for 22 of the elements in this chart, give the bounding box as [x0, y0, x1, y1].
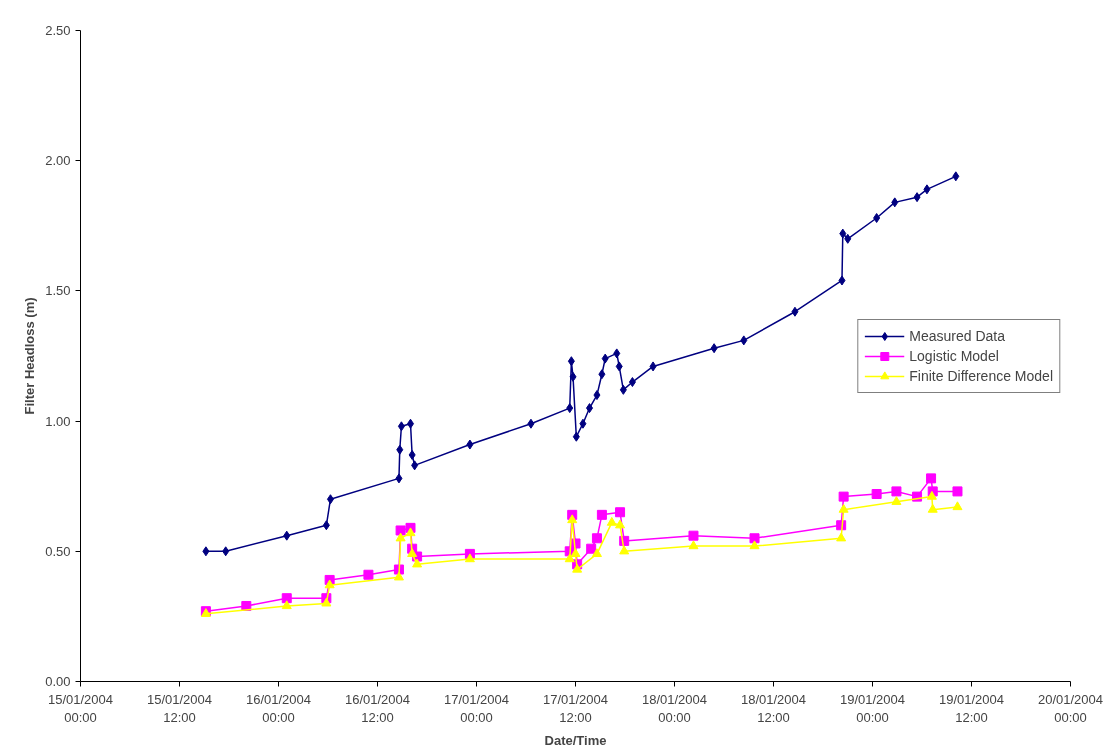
x-tick-label: 17/01/2004 00:00	[443, 691, 510, 725]
x-tick-label: 19/01/2004 12:00	[938, 691, 1005, 725]
x-tick-label: 19/01/2004 00:00	[839, 691, 906, 725]
x-axis-title: Date/Time	[544, 732, 607, 748]
x-tick-label: 16/01/2004 00:00	[245, 691, 312, 725]
legend-label: Measured Data	[909, 327, 1006, 344]
legend-label: Finite Difference Model	[909, 367, 1053, 384]
y-tick-label: 1.50	[45, 283, 71, 299]
x-tick-label: 17/01/2004 12:00	[542, 691, 609, 725]
y-tick-label: 2.00	[45, 153, 71, 169]
x-tick-label: 15/01/2004 00:00	[47, 691, 114, 725]
y-tick-label: 2.50	[45, 23, 71, 38]
legend-label: Logistic Model	[909, 347, 999, 364]
x-tick-label: 18/01/2004 12:00	[740, 691, 807, 725]
y-tick-label: 0.00	[45, 674, 71, 689]
x-tick-label: 15/01/2004 12:00	[146, 691, 213, 725]
x-tick-label: 16/01/2004 12:00	[344, 691, 411, 725]
y-axis-title: Filter Headloss (m)	[22, 297, 38, 415]
y-tick-label: 1.00	[45, 413, 71, 429]
x-tick-label: 18/01/2004 00:00	[641, 691, 708, 725]
y-tick-label: 0.50	[45, 543, 71, 559]
x-tick-label: 20/01/2004 00:00	[1037, 691, 1104, 725]
